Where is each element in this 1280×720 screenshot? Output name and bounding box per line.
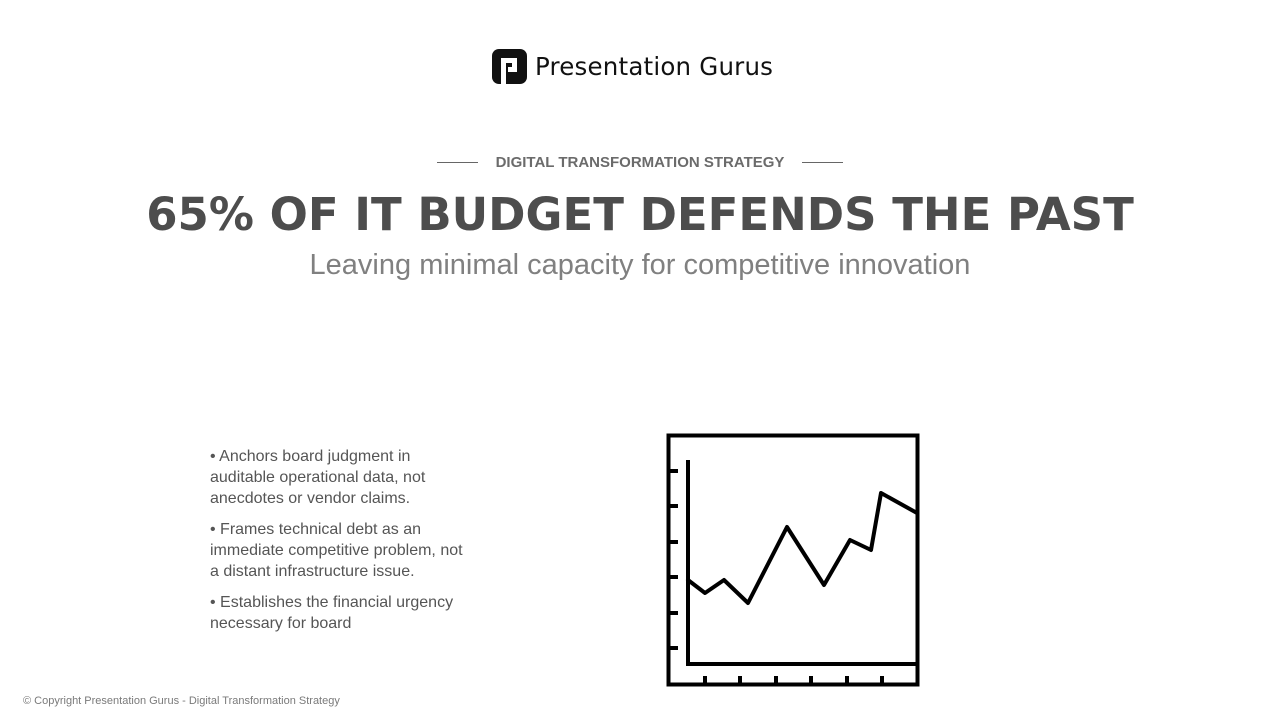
footer-copyright: © Copyright Presentation Gurus - Digital… bbox=[23, 695, 340, 707]
brand-name: Presentation Gurus bbox=[535, 51, 774, 81]
brand-logo: Presentation Gurus bbox=[492, 48, 773, 84]
page-subtitle: Leaving minimal capacity for competitive… bbox=[309, 249, 971, 281]
page-title: 65% OF IT BUDGET DEFENDS THE PAST bbox=[146, 188, 1134, 241]
eyebrow-rule-right bbox=[802, 161, 844, 163]
section-eyebrow: DIGITAL TRANSFORMATION STRATEGY bbox=[0, 151, 1280, 173]
bullet-item: • Anchors board judgment in auditable op… bbox=[210, 448, 426, 507]
pg-monogram-icon bbox=[492, 48, 527, 84]
bullet-item: • Establishes the financial urgency nece… bbox=[210, 594, 454, 632]
eyebrow-label: DIGITAL TRANSFORMATION STRATEGY bbox=[495, 153, 785, 171]
eyebrow-rule-left bbox=[436, 161, 478, 163]
line-chart-icon bbox=[666, 433, 920, 687]
bullet-item: • Frames technical debt as an immediate … bbox=[210, 521, 463, 580]
bullet-list: • Anchors board judgment in auditable op… bbox=[210, 446, 465, 661]
